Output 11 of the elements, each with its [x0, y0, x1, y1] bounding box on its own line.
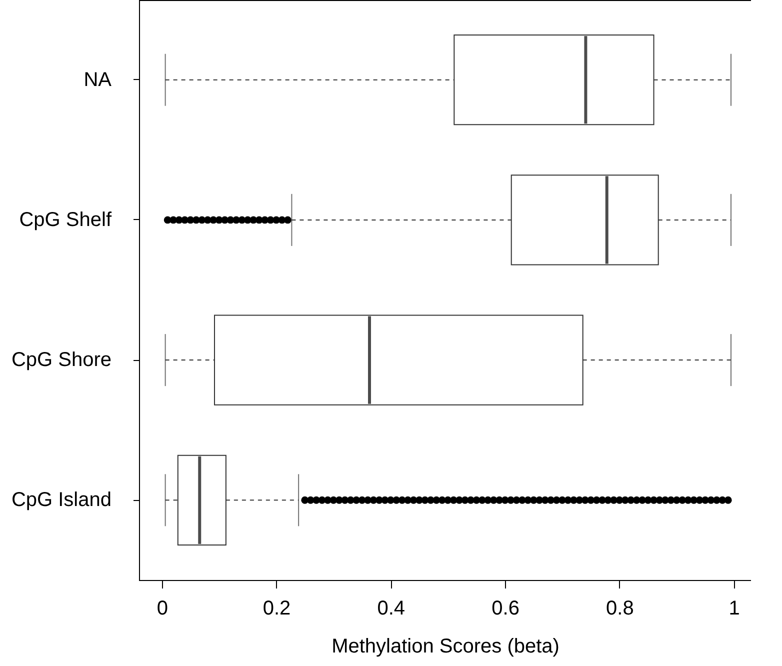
- x-tick-label: 0.4: [377, 598, 406, 620]
- x-tick-label: 0.6: [492, 598, 520, 620]
- x-axis-title: Methylation Scores (beta): [332, 636, 560, 658]
- y-tick-label: CpG Shore: [11, 349, 112, 372]
- y-tick-label: NA: [84, 68, 112, 91]
- x-tick-label: 0.2: [262, 598, 291, 620]
- y-tick-label: CpG Island: [11, 489, 112, 512]
- y-tick-label: CpG Shelf: [19, 208, 112, 231]
- x-tick-label: 0.8: [606, 598, 634, 620]
- x-tick-label: 0: [156, 598, 168, 620]
- x-tick-label: 1: [728, 598, 740, 620]
